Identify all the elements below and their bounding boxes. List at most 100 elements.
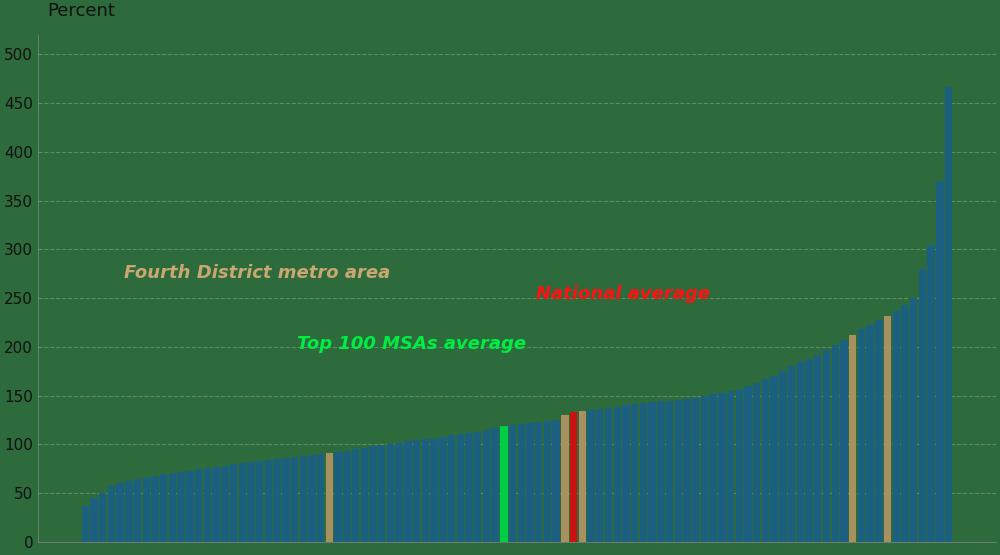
Bar xyxy=(422,440,429,542)
Bar xyxy=(736,389,743,542)
Bar xyxy=(901,305,909,542)
Bar xyxy=(718,393,726,542)
Bar xyxy=(692,397,699,542)
Bar xyxy=(509,425,516,542)
Bar xyxy=(744,386,752,542)
Bar xyxy=(361,448,368,542)
Bar xyxy=(945,87,952,542)
Bar xyxy=(526,423,534,542)
Bar xyxy=(352,449,359,542)
Bar xyxy=(395,443,403,542)
Bar xyxy=(125,481,133,542)
Bar xyxy=(474,432,481,542)
Bar xyxy=(753,383,760,542)
Bar xyxy=(587,410,595,542)
Bar xyxy=(317,454,324,542)
Bar xyxy=(116,483,124,542)
Bar xyxy=(273,459,281,542)
Bar xyxy=(683,398,691,542)
Bar xyxy=(387,445,394,542)
Bar xyxy=(709,393,717,542)
Bar xyxy=(465,433,473,542)
Bar xyxy=(247,462,255,542)
Bar xyxy=(884,316,891,542)
Bar xyxy=(177,472,185,542)
Bar xyxy=(334,452,342,542)
Text: Percent: Percent xyxy=(48,2,115,20)
Bar xyxy=(910,298,917,542)
Bar xyxy=(326,453,333,542)
Bar xyxy=(779,371,787,542)
Bar xyxy=(160,473,167,542)
Bar xyxy=(927,245,935,542)
Bar xyxy=(640,403,647,542)
Bar xyxy=(256,461,263,542)
Bar xyxy=(378,445,385,542)
Bar xyxy=(570,412,577,542)
Bar xyxy=(308,455,316,542)
Bar xyxy=(343,451,351,542)
Bar xyxy=(814,355,821,542)
Text: National average: National average xyxy=(536,285,710,302)
Bar xyxy=(832,345,839,542)
Bar xyxy=(90,498,98,542)
Bar xyxy=(622,405,630,542)
Bar xyxy=(195,469,202,542)
Bar xyxy=(797,361,804,542)
Bar xyxy=(858,329,865,542)
Bar xyxy=(82,506,89,542)
Bar xyxy=(596,409,603,542)
Bar xyxy=(518,424,525,542)
Bar xyxy=(483,430,490,542)
Bar xyxy=(413,441,420,542)
Bar xyxy=(727,391,734,542)
Bar xyxy=(552,420,560,542)
Bar xyxy=(291,457,298,542)
Bar xyxy=(579,411,586,542)
Text: Top 100 MSAs average: Top 100 MSAs average xyxy=(297,335,526,353)
Bar xyxy=(805,359,813,542)
Bar xyxy=(788,366,795,542)
Bar xyxy=(919,269,926,542)
Bar xyxy=(221,466,229,542)
Bar xyxy=(204,468,211,542)
Bar xyxy=(265,460,272,542)
Bar xyxy=(770,376,778,542)
Bar xyxy=(108,486,115,542)
Bar xyxy=(369,446,377,542)
Bar xyxy=(491,428,499,542)
Bar xyxy=(701,396,708,542)
Bar xyxy=(849,335,856,542)
Bar xyxy=(675,400,682,542)
Bar xyxy=(840,340,848,542)
Bar xyxy=(762,379,769,542)
Bar xyxy=(230,464,237,542)
Bar xyxy=(143,477,150,542)
Bar xyxy=(186,471,194,542)
Bar xyxy=(893,311,900,542)
Bar xyxy=(212,467,220,542)
Bar xyxy=(936,181,944,542)
Bar xyxy=(500,426,508,542)
Bar xyxy=(430,438,438,542)
Bar xyxy=(134,480,141,542)
Bar xyxy=(657,401,665,542)
Bar xyxy=(605,408,612,542)
Bar xyxy=(561,415,569,542)
Bar xyxy=(99,493,106,542)
Bar xyxy=(151,476,159,542)
Bar xyxy=(439,437,447,542)
Bar xyxy=(648,402,656,542)
Bar xyxy=(544,421,551,542)
Bar xyxy=(282,458,290,542)
Bar xyxy=(666,401,673,542)
Bar xyxy=(614,407,621,542)
Bar xyxy=(535,422,542,542)
Bar xyxy=(300,456,307,542)
Bar xyxy=(404,441,412,542)
Bar xyxy=(448,435,455,542)
Bar xyxy=(823,350,830,542)
Bar xyxy=(169,473,176,542)
Text: Fourth District metro area: Fourth District metro area xyxy=(124,264,390,282)
Bar xyxy=(457,433,464,542)
